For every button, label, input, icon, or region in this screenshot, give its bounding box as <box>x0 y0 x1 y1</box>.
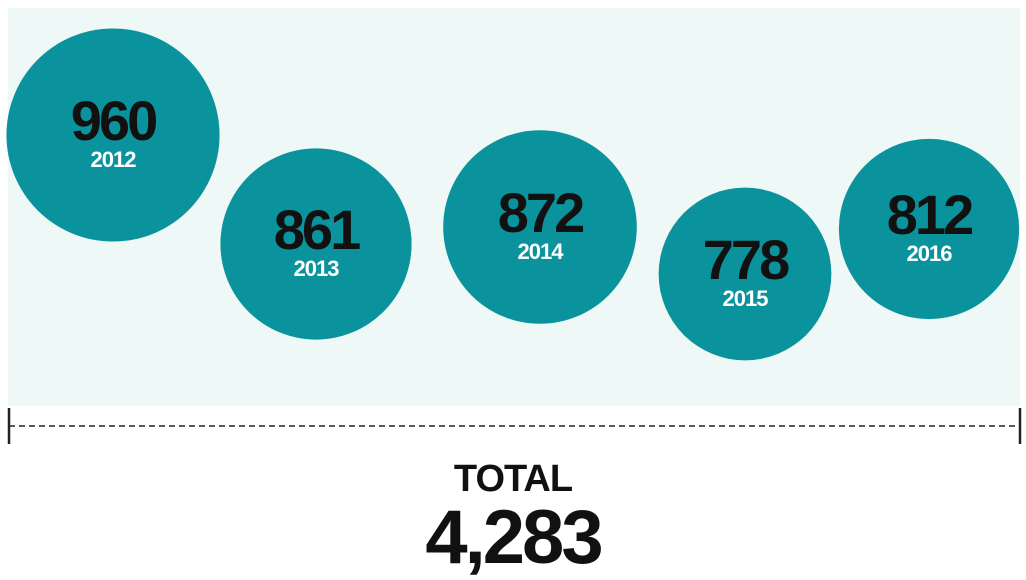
bubble-value: 861 <box>274 198 360 261</box>
bubble-year: 2014 <box>518 239 565 264</box>
bubble <box>443 130 637 324</box>
bubble <box>838 138 1020 320</box>
bubble <box>6 28 220 242</box>
bubble-year: 2012 <box>91 147 137 172</box>
bubble-value: 872 <box>498 181 583 244</box>
bubble-value: 960 <box>71 89 156 152</box>
bubble-value: 778 <box>703 228 789 291</box>
bubble <box>220 148 412 340</box>
total-value: 4,283 <box>425 495 601 580</box>
bubble-year: 2016 <box>907 241 953 266</box>
bubble <box>658 187 832 361</box>
bubble-value: 812 <box>887 183 972 246</box>
total-title: TOTAL <box>454 458 573 500</box>
bubble-year: 2013 <box>294 256 340 281</box>
bubble-year: 2015 <box>723 286 769 311</box>
